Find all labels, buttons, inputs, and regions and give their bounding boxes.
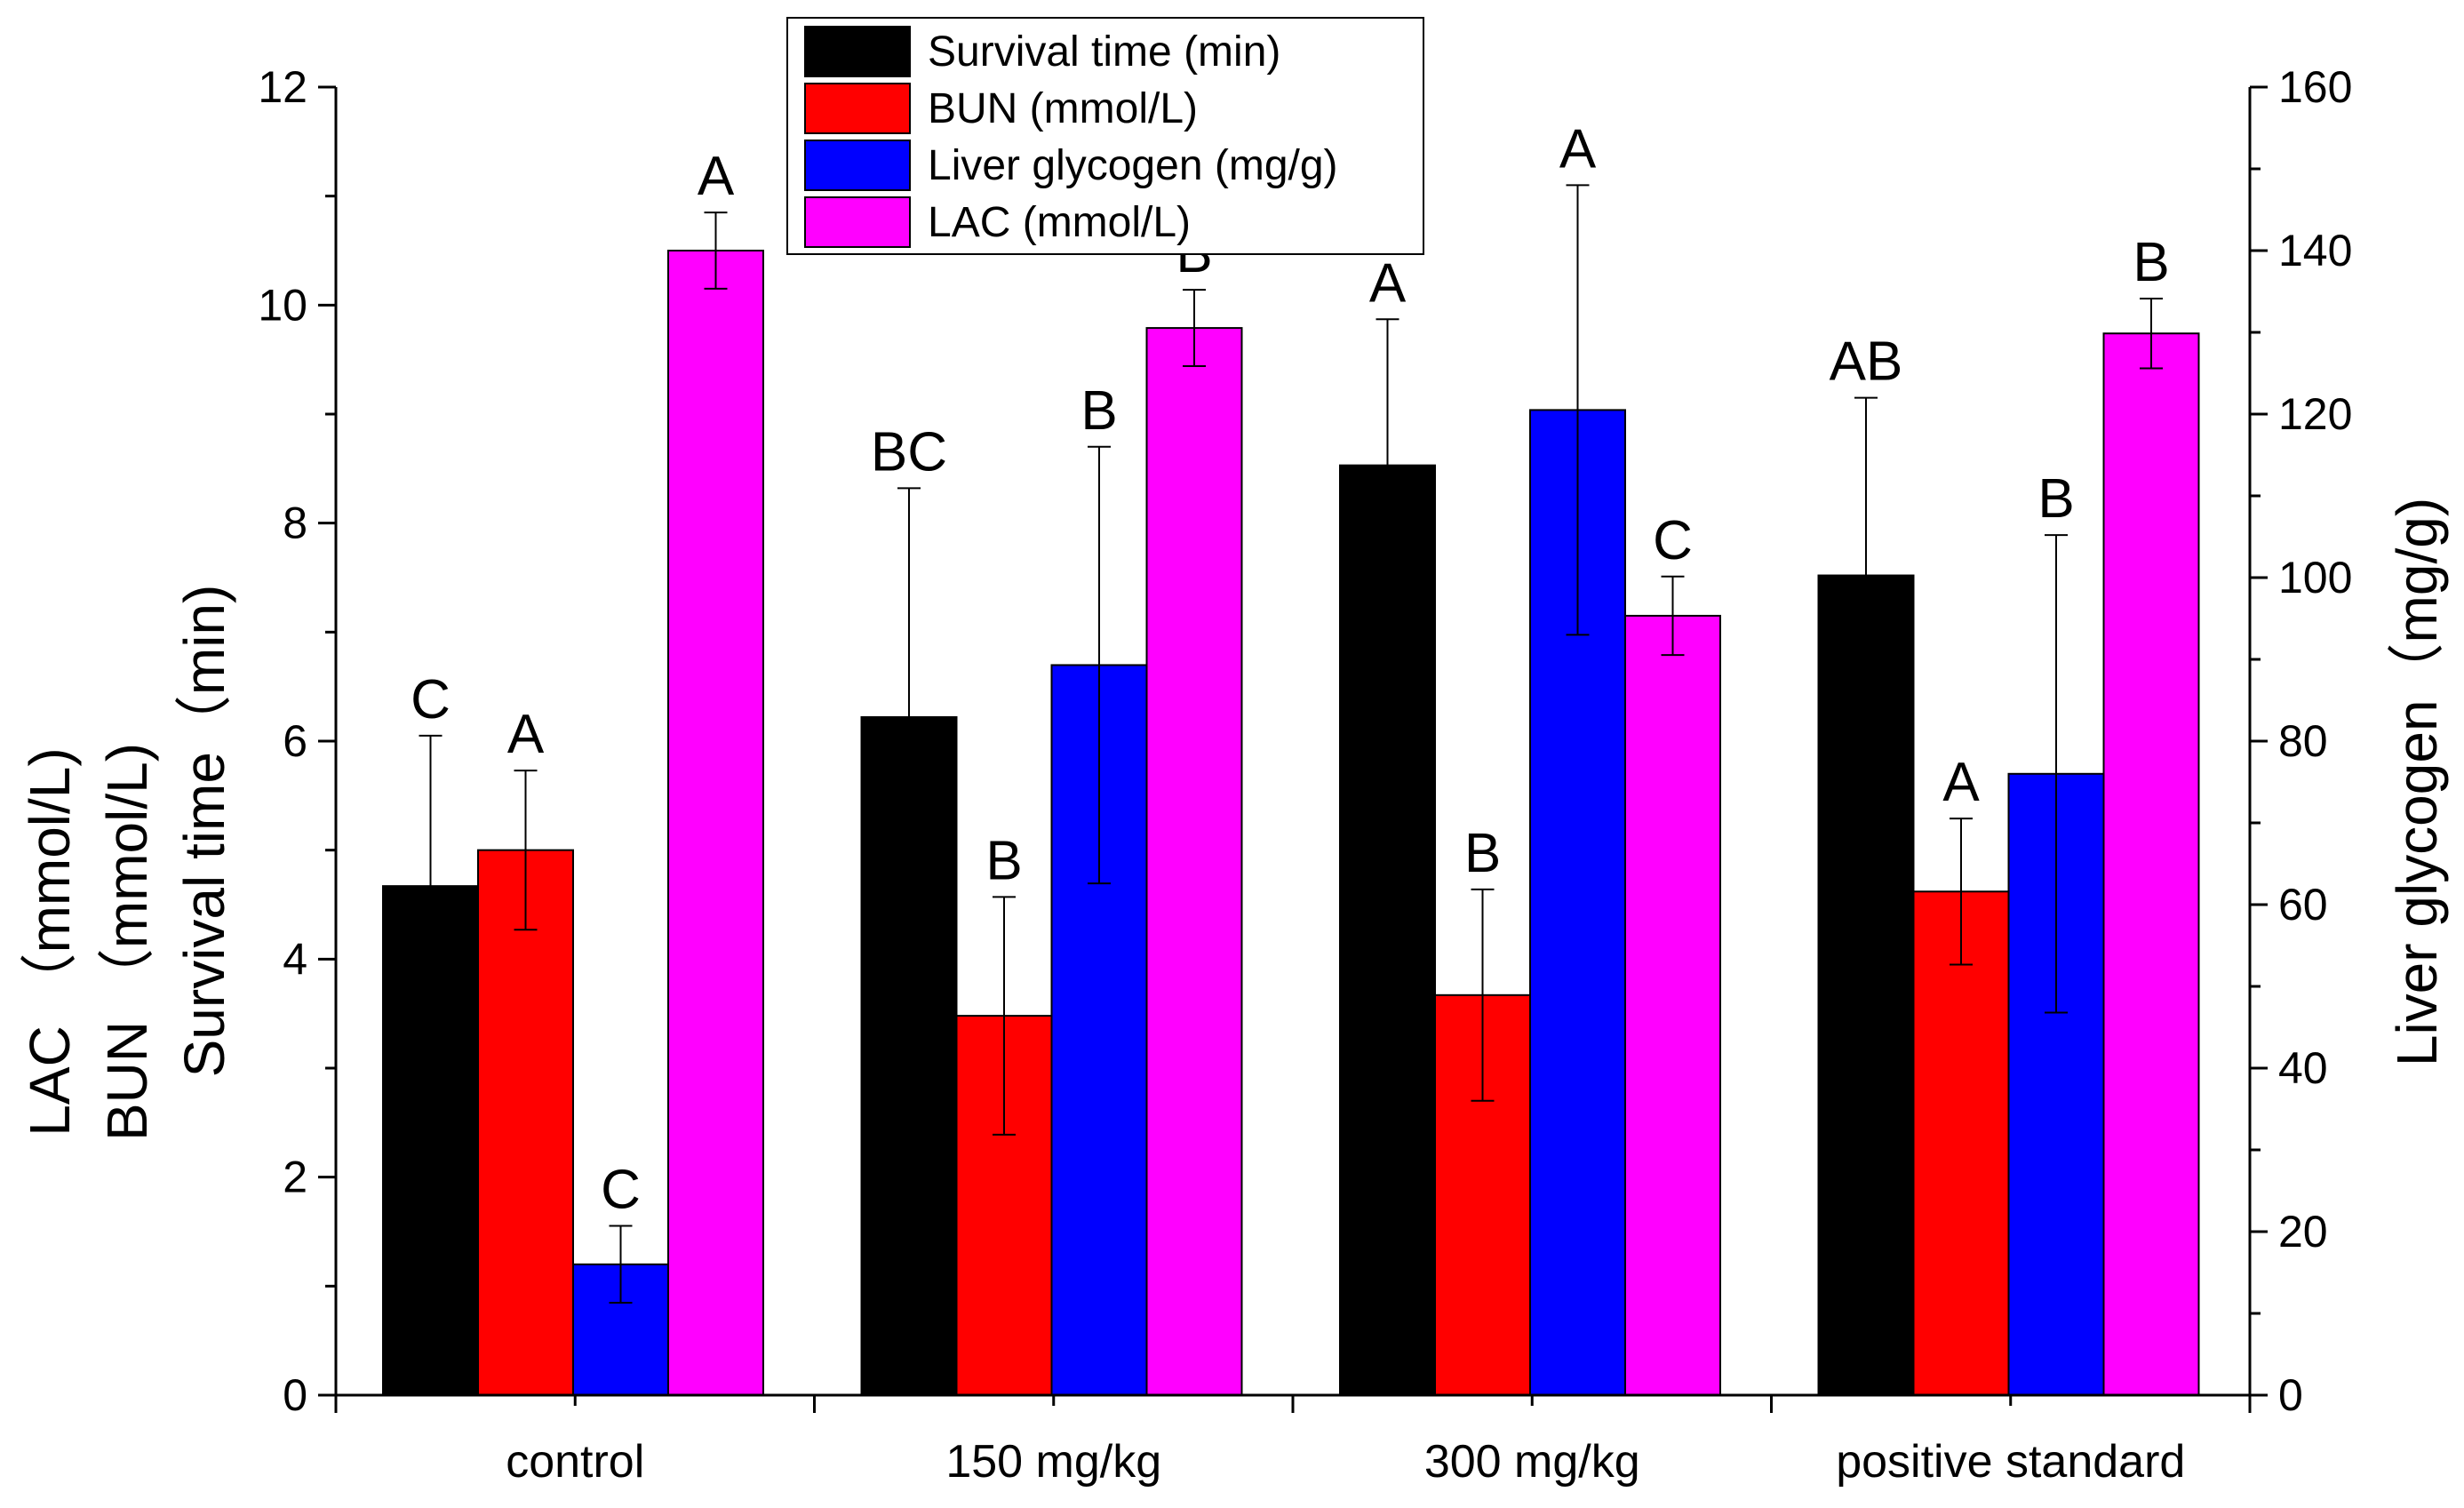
significance-label-2-3: C: [1653, 510, 1693, 571]
significance-label-0-1: A: [507, 704, 545, 765]
significance-label-1-1: B: [985, 830, 1022, 891]
bar-3-3: [2102, 332, 2200, 1396]
right-tick-label-1: 20: [2278, 1207, 2328, 1257]
error-bars-layer: [419, 184, 2163, 1305]
legend-label-liver-glycogen: Liver glycogen (mg/g): [928, 142, 1338, 189]
x-tick-label-2: 300 mg/kg: [1424, 1436, 1640, 1488]
left-tick-label-1: 2: [283, 1153, 307, 1202]
right-tick-label-4: 80: [2278, 716, 2328, 766]
bar-3-1: [1912, 890, 2010, 1396]
significance-label-0-0: C: [411, 669, 451, 730]
x-tick-label-0: control: [506, 1436, 644, 1488]
left-axis-title-line-2: BUN （mmol/L): [95, 743, 159, 1141]
significance-label-2-0: A: [1369, 252, 1407, 314]
right-tick-label-6: 120: [2278, 389, 2352, 439]
x-tick-label-1: 150 mg/kg: [945, 1436, 1161, 1488]
legend-swatch-lac: [804, 196, 911, 248]
bar-2-0: [1339, 464, 1436, 1396]
significance-label-1-2: B: [1080, 380, 1117, 442]
right-tick-label-0: 0: [2278, 1370, 2303, 1420]
right-tick-label-8: 160: [2278, 62, 2352, 112]
left-tick-label-4: 8: [283, 499, 307, 548]
legend-swatch-survival: [804, 26, 911, 77]
left-tick-label-2: 4: [283, 934, 307, 984]
significance-label-0-2: C: [601, 1160, 641, 1221]
left-tick-label-3: 6: [283, 716, 307, 766]
significance-label-3-0: AB: [1830, 331, 1903, 393]
legend-label-lac: LAC (mmol/L): [928, 199, 1191, 246]
significance-label-3-3: B: [2133, 232, 2169, 293]
bar-0-3: [667, 250, 764, 1396]
significance-label-2-1: B: [1464, 823, 1501, 884]
right-tick-label-5: 100: [2278, 553, 2352, 602]
left-axis-title-line-3: Survival time（min): [172, 585, 236, 1078]
axes-layer: control 150 mg/kg 300 mg/kg positive standa…: [258, 62, 2352, 1488]
right-tick-label-2: 40: [2278, 1043, 2328, 1093]
right-tick-label-3: 60: [2278, 880, 2328, 930]
legend-swatch-liver-glycogen: [804, 140, 911, 191]
significance-label-1-0: BC: [871, 421, 947, 483]
significance-label-0-3: A: [698, 146, 735, 207]
legend-label-survival: Survival time (min): [928, 28, 1280, 76]
x-tick-label-3: positive standard: [1836, 1436, 2185, 1488]
bar-2-3: [1624, 614, 1721, 1396]
right-axis-title: Liver glycogen（mg/g): [2385, 498, 2449, 1066]
right-tick-label-7: 140: [2278, 226, 2352, 275]
legend-label-bun: BUN (mmol/L): [928, 85, 1198, 132]
left-tick-label-5: 10: [258, 280, 307, 330]
left-axis-title-line-1: LAC （mmol/L): [18, 747, 82, 1136]
left-tick-label-0: 0: [283, 1370, 307, 1420]
bar-0-1: [477, 849, 574, 1396]
left-tick-label-6: 12: [258, 62, 307, 112]
significance-label-3-2: B: [2037, 468, 2074, 530]
legend-swatch-bun: [804, 83, 911, 134]
significance-label-3-1: A: [1942, 752, 1980, 813]
bar-1-3: [1145, 327, 1243, 1396]
legend: Survival time (min) BUN (mmol/L) Liver g…: [786, 17, 1424, 255]
bars-layer: [382, 250, 2200, 1397]
significance-labels-layer: CACABCBBBABACABABB: [411, 118, 2170, 1220]
significance-label-2-2: A: [1559, 118, 1597, 180]
